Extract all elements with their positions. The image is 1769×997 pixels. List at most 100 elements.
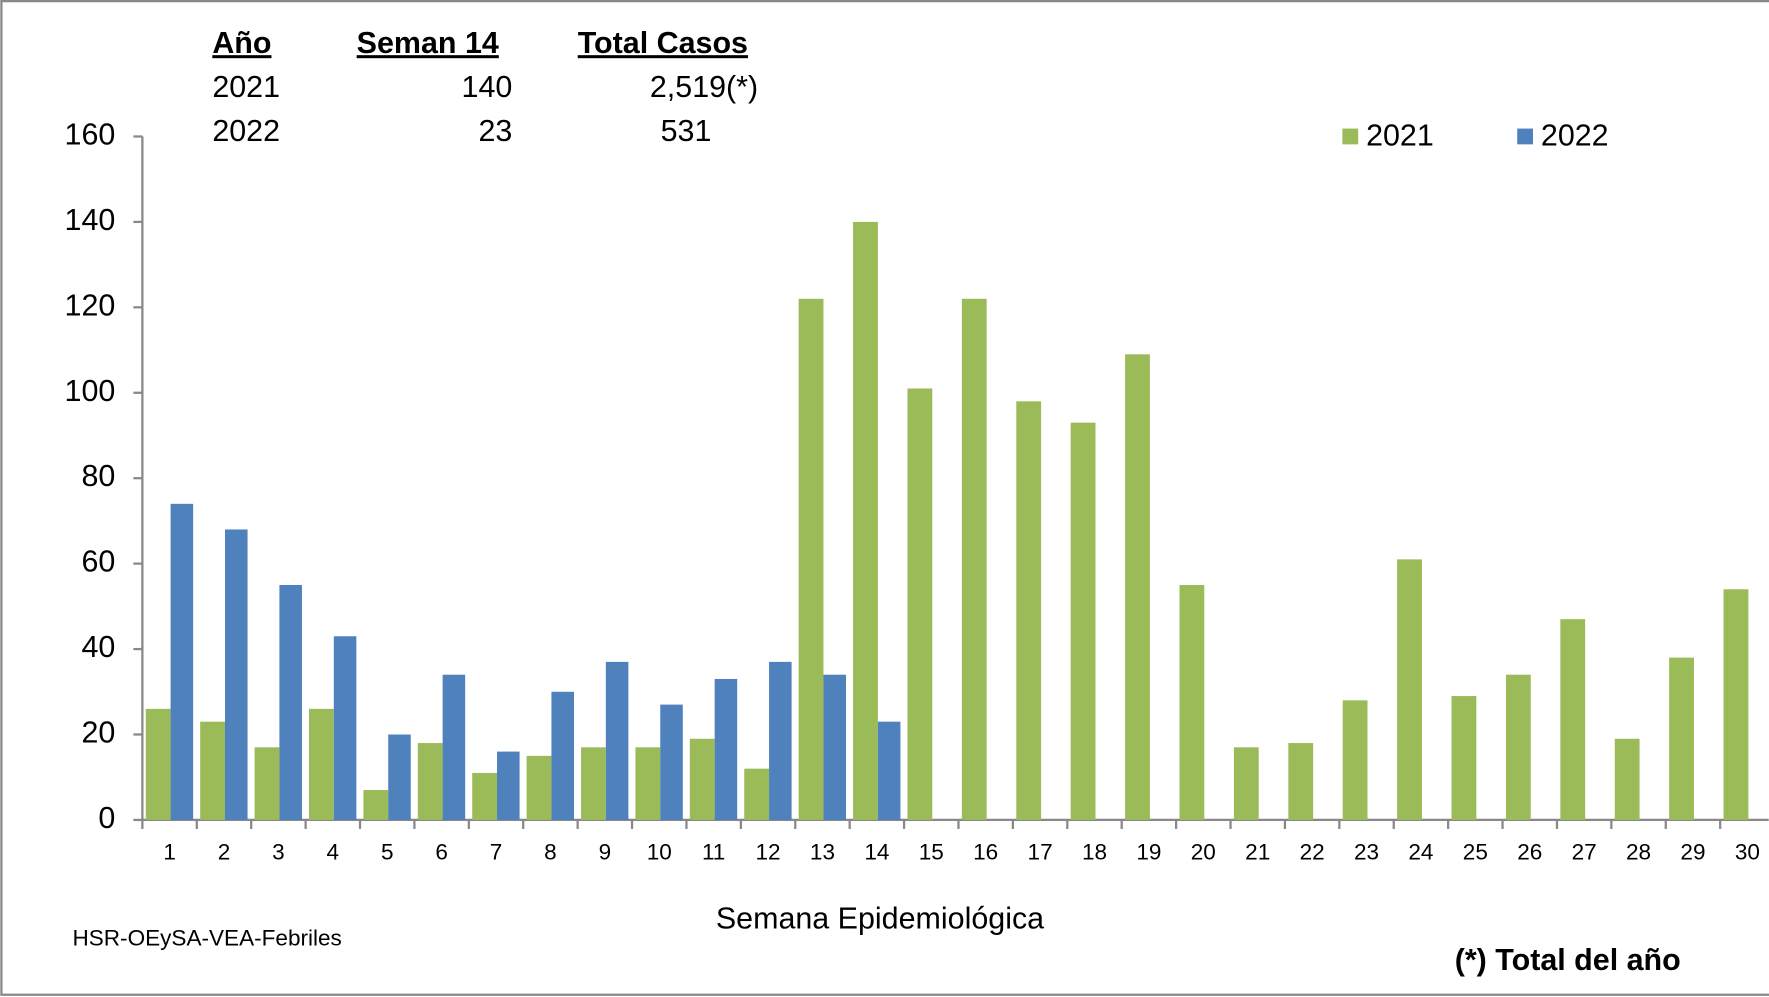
bar [907, 388, 933, 820]
x-tick-label: 18 [1082, 840, 1107, 865]
table-header: Año [212, 26, 271, 60]
bar [1505, 674, 1531, 820]
bar [605, 661, 629, 820]
x-tick-label: 6 [435, 840, 448, 865]
x-tick-label: 20 [1191, 840, 1216, 865]
bar [363, 790, 389, 820]
bar [170, 503, 194, 820]
y-tick-label: 80 [81, 459, 115, 493]
bar [497, 751, 520, 820]
bar [798, 298, 824, 820]
bar [145, 708, 171, 820]
bar [714, 678, 738, 820]
bar [388, 734, 411, 820]
bar [1288, 743, 1314, 820]
y-tick-label: 20 [81, 716, 115, 750]
x-tick-label: 5 [381, 840, 394, 865]
x-tick-label: 4 [327, 840, 340, 865]
bar [200, 721, 225, 820]
bar [1451, 696, 1477, 820]
bar [442, 674, 466, 820]
bar [581, 747, 606, 820]
table-cell: 2021 [212, 70, 280, 104]
x-tick-label: 28 [1626, 840, 1651, 865]
bar [279, 584, 302, 820]
x-tick-label: 19 [1136, 840, 1161, 865]
x-tick-label: 16 [973, 840, 998, 865]
footnote: (*) Total del año [1455, 943, 1681, 977]
bar [1016, 401, 1042, 820]
bar [417, 743, 443, 820]
bar [1723, 589, 1749, 820]
x-tick-label: 9 [599, 840, 612, 865]
bar [224, 529, 248, 820]
x-tick-label: 3 [272, 840, 285, 865]
bar [1614, 738, 1640, 820]
y-tick-label: 60 [81, 545, 115, 579]
bar [1233, 747, 1259, 820]
table-cell: 23 [478, 114, 512, 148]
x-tick-label: 22 [1300, 840, 1325, 865]
x-tick-label: 15 [919, 840, 944, 865]
bar [1560, 619, 1586, 820]
y-tick-label: 40 [81, 630, 115, 664]
x-tick-label: 27 [1572, 840, 1597, 865]
table-header: Seman 14 [357, 26, 499, 60]
x-tick-label: 10 [647, 840, 672, 865]
x-tick-label: 2 [218, 840, 231, 865]
table-cell: 531 [661, 114, 712, 148]
bar [1125, 354, 1150, 820]
bar [308, 708, 334, 820]
legend-swatch [1342, 128, 1359, 145]
y-tick-label: 140 [65, 203, 116, 237]
x-tick-label: 13 [810, 840, 835, 865]
bar [769, 661, 792, 820]
x-tick-label: 11 [702, 840, 725, 865]
source: HSR-OEySA-VEA-Febriles [72, 925, 341, 950]
bar [877, 721, 901, 820]
bar [1179, 584, 1205, 820]
x-tick-label: 23 [1354, 840, 1379, 865]
legend-label: 2021 [1366, 119, 1434, 153]
table-header: Total Casos [578, 26, 748, 60]
bar [853, 221, 878, 820]
bar [689, 738, 715, 820]
x-tick-label: 26 [1517, 840, 1542, 865]
x-axis-title: Semana Epidemiológica [716, 901, 1044, 935]
bar [551, 691, 574, 820]
bar [472, 772, 498, 820]
bar [1669, 657, 1694, 820]
x-tick-label: 1 [163, 840, 176, 865]
bar [961, 298, 987, 820]
bar [254, 747, 280, 820]
x-tick-label: 21 [1245, 840, 1270, 865]
bar [1070, 422, 1096, 820]
x-tick-label: 29 [1680, 840, 1705, 865]
x-tick-label: 17 [1028, 840, 1053, 865]
bar [823, 674, 847, 820]
table-cell: 2,519(*) [650, 70, 758, 104]
table-cell: 2022 [212, 114, 280, 148]
bar [1397, 559, 1422, 820]
bar [635, 747, 661, 820]
x-tick-label: 7 [490, 840, 503, 865]
legend-label: 2022 [1541, 119, 1609, 153]
x-tick-label: 12 [756, 840, 781, 865]
y-tick-label: 100 [65, 374, 116, 408]
bar [1342, 700, 1368, 820]
bar [660, 704, 683, 820]
x-tick-label: 30 [1735, 840, 1760, 865]
legend-swatch [1517, 128, 1534, 145]
x-tick-label: 14 [864, 840, 889, 865]
bar [526, 755, 552, 820]
y-tick-label: 0 [98, 801, 115, 835]
y-tick-label: 120 [65, 288, 116, 322]
x-tick-label: 25 [1463, 840, 1488, 865]
bar [744, 768, 770, 820]
table-cell: 140 [462, 70, 513, 104]
bar [333, 636, 357, 820]
x-tick-label: 24 [1408, 840, 1433, 865]
